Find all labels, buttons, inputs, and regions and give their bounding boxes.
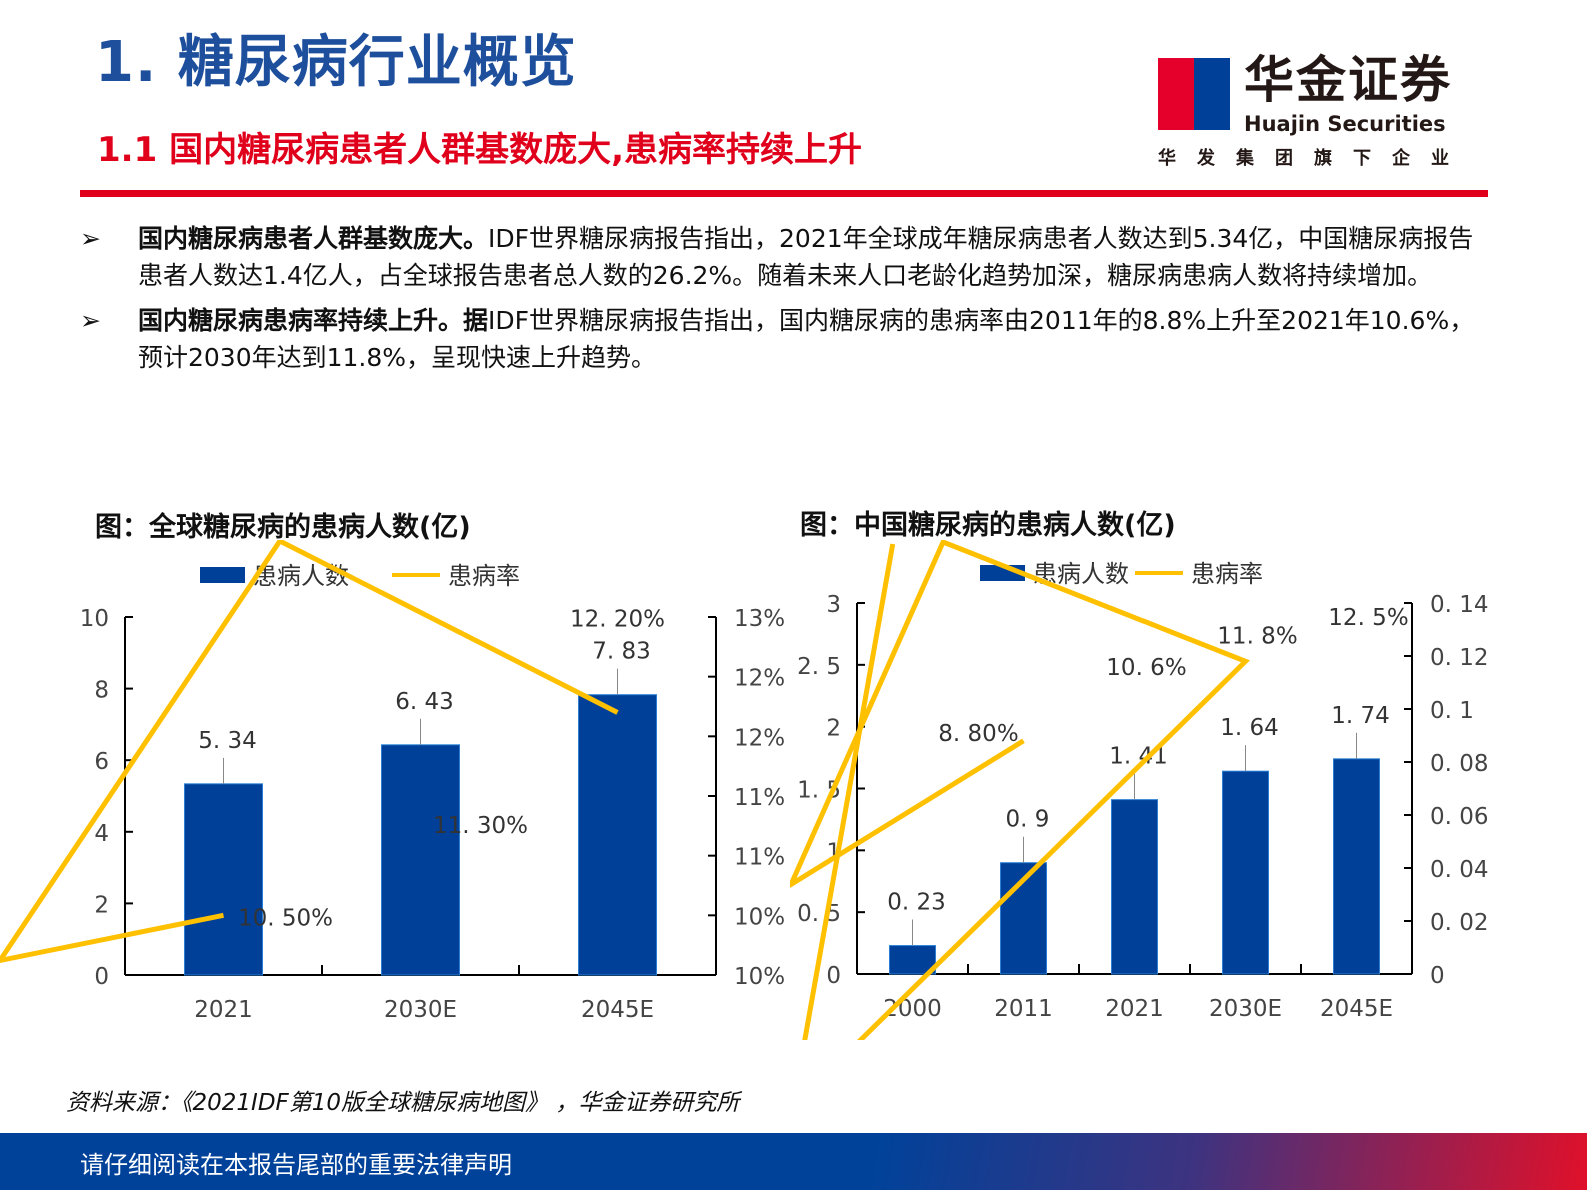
line-data-label: 12. 20% <box>570 607 665 633</box>
y-tick-label: 2 <box>826 716 841 742</box>
bar <box>889 945 936 975</box>
legend-line-label: 患病率 <box>1191 560 1263 588</box>
rate-line <box>0 540 619 964</box>
logo-en: Huajin Securities <box>1244 112 1446 136</box>
y2-tick-label: 11% <box>734 785 785 811</box>
bar-data-label: 5. 34 <box>198 728 257 754</box>
x-tick-label: 2030E <box>384 997 457 1023</box>
bar-data-label: 6. 43 <box>395 689 454 715</box>
legend-line-label: 患病率 <box>448 562 520 590</box>
bar-data-label: 1. 64 <box>1220 715 1279 741</box>
y2-tick-label: 10% <box>734 904 785 930</box>
y2-tick-label: 11% <box>734 845 785 871</box>
chart-title-china: 图：中国糖尿病的患病人数(亿) <box>800 510 1176 541</box>
chart-title-global: 图：全球糖尿病的患病人数(亿) <box>95 512 471 543</box>
section-subtitle: 1.1 国内糖尿病患者人群基数庞大,患病率持续上升 <box>97 130 862 170</box>
bar <box>1222 770 1269 975</box>
bullet-text: IDF世界糖尿病报告指出，2021年全球成年糖尿病患者人数达到5.34亿，中国糖… <box>138 224 1474 290</box>
arrow-bullet-icon: ➢ <box>80 224 101 253</box>
y2-tick-label: 0. 06 <box>1430 804 1489 830</box>
line-data-label: 11. 30% <box>433 813 528 839</box>
line-data-label: 8. 80% <box>938 721 1018 747</box>
arrow-bullet-icon: ➢ <box>80 306 101 335</box>
y2-tick-label: 12% <box>734 725 785 751</box>
bar-data-label: 0. 23 <box>887 890 946 916</box>
bar <box>381 744 460 976</box>
y2-tick-label: 13% <box>734 606 785 632</box>
y2-tick-label: 0. 04 <box>1430 857 1489 883</box>
y-tick-label: 10 <box>80 606 109 632</box>
y2-tick-label: 0. 02 <box>1430 910 1489 936</box>
bar-data-label: 1. 74 <box>1331 703 1390 729</box>
x-tick-label: 2045E <box>1320 996 1393 1022</box>
y-tick-label: 0 <box>94 964 109 990</box>
y2-tick-label: 0 <box>1430 963 1445 989</box>
y-tick-label: 6 <box>94 749 109 775</box>
line-data-label: 10. 6% <box>1106 655 1186 681</box>
divider <box>80 190 1488 197</box>
bullet-1: ➢ 国内糖尿病患者人群基数庞大。IDF世界糖尿病报告指出，2021年全球成年糖尿… <box>80 220 1480 294</box>
y-tick-label: 4 <box>94 821 109 847</box>
source-note: 资料来源：《2021IDF第10版全球糖尿病地图》 ，华金证券研究所 <box>66 1090 740 1116</box>
legal-notice: 请仔细阅读在本报告尾部的重要法律声明 <box>80 1151 512 1179</box>
y2-tick-label: 0. 1 <box>1430 698 1474 724</box>
bullet-text: IDF世界糖尿病报告指出，国内糖尿病的患病率由2011年的8.8%上升至2021… <box>138 306 1475 372</box>
line-data-label: 11. 8% <box>1217 623 1297 649</box>
bar-data-label: 0. 9 <box>1006 807 1050 833</box>
x-tick-label: 2011 <box>994 996 1053 1022</box>
bullet-2: ➢ 国内糖尿病患病率持续上升。据IDF世界糖尿病报告指出，国内糖尿病的患病率由2… <box>80 302 1480 376</box>
x-tick-label: 2045E <box>581 997 654 1023</box>
y-tick-label: 2 <box>94 892 109 918</box>
bar <box>578 694 657 976</box>
y2-tick-label: 10% <box>734 964 785 990</box>
legend-bar-swatch <box>200 567 245 583</box>
bar-data-label: 7. 83 <box>592 639 651 665</box>
y-tick-label: 0. 5 <box>797 901 841 927</box>
x-tick-label: 2030E <box>1209 996 1282 1022</box>
y-tick-label: 2. 5 <box>797 654 841 680</box>
y2-tick-label: 0. 12 <box>1430 645 1489 671</box>
line-data-label: 10. 50% <box>238 905 333 931</box>
bar <box>1111 799 1158 975</box>
y2-tick-label: 0. 14 <box>1430 592 1489 618</box>
logo-tagline: 华发集团旗下企业 <box>1158 148 1470 169</box>
logo-cn: 华金证券 <box>1244 51 1452 109</box>
bar <box>1333 758 1380 975</box>
y-tick-label: 0 <box>826 963 841 989</box>
y2-tick-label: 0. 08 <box>1430 751 1489 777</box>
x-tick-label: 2021 <box>194 997 253 1023</box>
bar <box>184 783 263 976</box>
rate-line <box>790 540 1250 1040</box>
y-tick-label: 3 <box>826 592 841 618</box>
bullet-heading: 国内糖尿病患者人群基数庞大。 <box>138 224 489 253</box>
y-tick-label: 8 <box>94 678 109 704</box>
x-tick-label: 2021 <box>1105 996 1164 1022</box>
y2-tick-label: 12% <box>734 666 785 692</box>
page-title: 1. 糖尿病行业概览 <box>95 30 577 95</box>
bullet-heading: 国内糖尿病患病率持续上升。据 <box>138 306 489 335</box>
footer-bar: 请仔细阅读在本报告尾部的重要法律声明 <box>0 1133 1587 1190</box>
line-data-label: 12. 5% <box>1328 605 1408 631</box>
bullet-list: ➢ 国内糖尿病患者人群基数庞大。IDF世界糖尿病报告指出，2021年全球成年糖尿… <box>80 220 1480 384</box>
logo-mark-icon <box>1158 58 1230 130</box>
